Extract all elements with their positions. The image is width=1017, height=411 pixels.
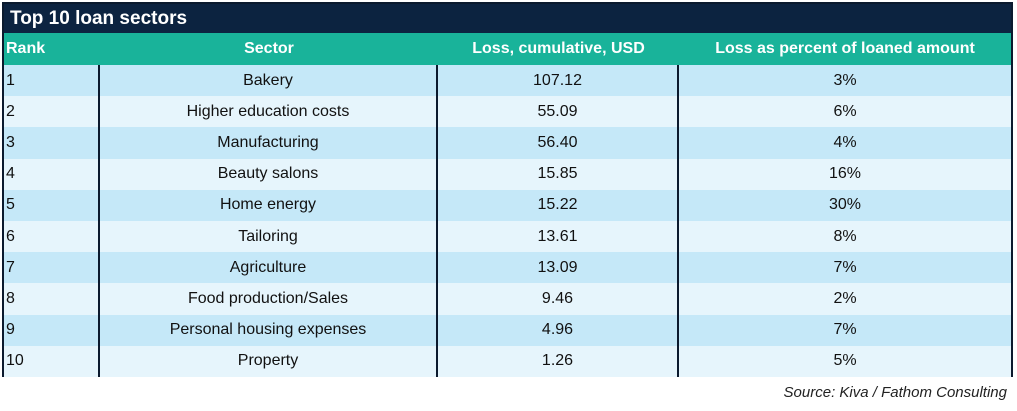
cell-loss: 55.09 [438,96,679,128]
cell-loss: 13.09 [438,252,679,284]
cell-sector: Higher education costs [100,96,438,128]
cell-sector: Tailoring [100,220,438,253]
header-loss-percent: Loss as percent of loaned amount [715,40,975,57]
cell-sector: Home energy [100,189,438,221]
header-rank: Rank [6,40,46,57]
cell-loss-percent: 4% [833,133,857,151]
cell-loss: 107.12 [438,65,679,97]
table-title: Top 10 loan sectors [4,4,1011,33]
cell-loss-percent: 30% [828,196,862,214]
cell-loss-percent: 7% [833,258,857,276]
table-row: 4 Beauty salons 15.85 16% [4,158,1011,190]
cell-sector: Property [100,345,438,377]
table-row: 8 Food production/Sales 9.46 2% [4,283,1011,315]
table-row: 3 Manufacturing 56.40 4% [4,127,1011,159]
cell-rank: 10 [4,345,100,377]
table-row: 1 Bakery 107.12 3% [4,65,1011,97]
cell-loss: 13.61 [438,220,679,253]
cell-sector: Personal housing expenses [100,314,438,346]
header-loss: Loss, cumulative, USD [472,40,645,57]
cell-rank: 9 [4,314,100,346]
source-note: Source: Kiva / Fathom Consulting [783,384,1007,401]
table-row: 10 Property 1.26 5% [4,345,1011,377]
cell-sector: Bakery [100,65,438,97]
cell-loss-percent: 3% [833,71,857,89]
table-row: 7 Agriculture 13.09 7% [4,252,1011,284]
cell-rank: 3 [4,127,100,159]
table-row: 2 Higher education costs 55.09 6% [4,96,1011,128]
cell-sector: Agriculture [100,252,438,284]
table-body: 1 Bakery 107.12 3% 2 Higher education costs 55… [4,65,1011,377]
header-row: Rank Sector Loss, cumulative, USD Loss a… [4,33,1011,65]
table-row: 5 Home energy 15.22 30% [4,189,1011,221]
cell-rank: 1 [4,65,100,97]
cell-loss-percent: 2% [833,289,857,307]
cell-loss-percent: 5% [833,352,857,370]
cell-rank: 8 [4,283,100,315]
cell-loss: 4.96 [438,314,679,346]
cell-loss: 56.40 [438,127,679,159]
cell-sector: Beauty salons [100,158,438,190]
cell-sector: Manufacturing [100,127,438,159]
cell-rank: 5 [4,189,100,221]
header-sector: Sector [244,40,294,57]
cell-loss: 1.26 [438,345,679,377]
cell-rank: 7 [4,252,100,284]
cell-sector: Food production/Sales [100,283,438,315]
cell-rank: 6 [4,220,100,253]
cell-loss-percent: 7% [833,321,857,339]
cell-loss: 15.22 [438,189,679,221]
cell-rank: 4 [4,158,100,190]
cell-rank: 2 [4,96,100,128]
cell-loss-percent: 16% [828,165,862,183]
table-row: 6 Tailoring 13.61 8% [4,220,1011,253]
cell-loss-percent: 6% [833,102,857,120]
cell-loss-percent: 8% [833,227,857,245]
cell-loss: 15.85 [438,158,679,190]
table-row: 9 Personal housing expenses 4.96 7% [4,314,1011,346]
cell-loss: 9.46 [438,283,679,315]
table-frame: Top 10 loan sectors Rank Sector Loss, cu… [2,2,1013,377]
